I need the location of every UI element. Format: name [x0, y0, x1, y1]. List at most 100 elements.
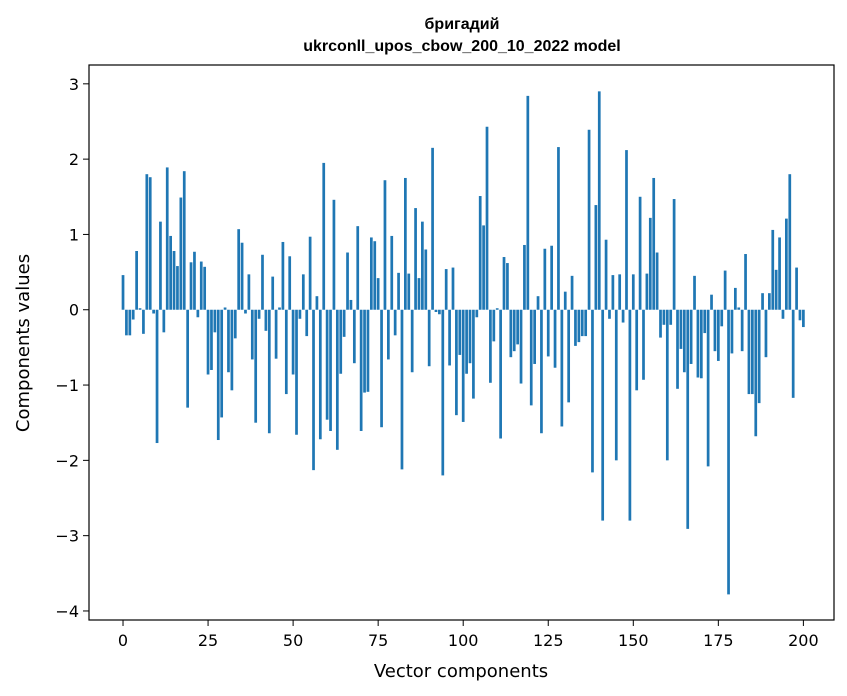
bar-component-102 [468, 309, 472, 364]
x-tick-label: 125 [533, 631, 564, 650]
bar-component-161 [669, 309, 673, 325]
bar-component-168 [693, 275, 696, 310]
bar-component-158 [659, 309, 662, 338]
bar-component-171 [703, 309, 707, 334]
bar-component-115 [512, 309, 516, 352]
bar-component-98 [455, 309, 458, 416]
bar-component-105 [478, 196, 482, 310]
bar-component-148 [625, 150, 628, 310]
bar-component-39 [254, 309, 258, 423]
bar-component-143 [608, 309, 611, 319]
bar-component-57 [315, 296, 319, 310]
x-tick-label: 0 [118, 631, 128, 650]
y-tick-label: 1 [69, 225, 79, 244]
bar-component-25 [206, 309, 210, 375]
bar-component-162 [672, 199, 676, 310]
bar-component-69 [356, 226, 360, 310]
bar-component-141 [601, 309, 605, 521]
bar-component-160 [665, 309, 669, 461]
bar-component-62 [332, 199, 336, 310]
chart-title-line2: ukrconll_upos_cbow_200_10_2022 model [303, 38, 620, 55]
bar-component-173 [710, 294, 713, 310]
bar-component-65 [342, 309, 346, 337]
bar-component-166 [686, 309, 690, 529]
bar-component-90 [427, 309, 431, 367]
bar-component-100 [461, 309, 465, 422]
bar-component-135 [580, 309, 584, 337]
bar-component-198 [795, 267, 798, 310]
bar-component-88 [421, 221, 424, 310]
bar-component-200 [802, 309, 805, 328]
bar-component-46 [278, 307, 281, 310]
bar-component-30 [223, 307, 227, 310]
bar-component-122 [536, 296, 540, 310]
bar-component-17 [179, 197, 183, 310]
bar-component-44 [271, 276, 275, 310]
bar-component-89 [424, 249, 428, 310]
bar-component-199 [798, 309, 802, 321]
bar-component-191 [771, 229, 775, 310]
bar-component-178 [727, 309, 730, 595]
x-axis-label: Vector components [374, 661, 548, 682]
bar-component-85 [410, 309, 414, 373]
bar-component-12 [162, 309, 166, 333]
bar-component-86 [414, 208, 417, 310]
bar-component-181 [737, 307, 741, 310]
bar-component-77 [383, 180, 387, 310]
bar-component-45 [274, 309, 278, 359]
y-tick-label: −3 [55, 527, 79, 546]
bar-component-9 [152, 309, 155, 314]
bar-component-20 [189, 262, 193, 310]
bar-component-43 [267, 309, 271, 434]
bar-component-172 [706, 309, 710, 467]
bar-component-7 [145, 174, 149, 310]
bar-component-8 [148, 177, 152, 310]
bar-component-11 [159, 221, 162, 310]
y-tick-label: 0 [69, 301, 79, 320]
bar-component-177 [723, 270, 727, 310]
bar-component-131 [567, 309, 571, 403]
bar-component-32 [230, 309, 234, 391]
bar-component-64 [339, 309, 343, 374]
bar-component-146 [618, 274, 622, 310]
x-tick-label: 75 [368, 631, 388, 650]
bar-component-149 [628, 309, 632, 521]
bar-component-183 [744, 254, 747, 310]
bar-component-120 [529, 309, 533, 406]
bar-component-18 [182, 171, 186, 310]
bar-component-21 [193, 251, 196, 310]
bar-component-10 [155, 309, 159, 444]
x-tick-label: 25 [198, 631, 218, 650]
bar-component-92 [434, 309, 438, 312]
bar-component-190 [768, 293, 771, 310]
bar-component-196 [788, 174, 792, 310]
bar-component-15 [172, 251, 176, 310]
bar-component-186 [754, 309, 758, 437]
bar-component-169 [696, 309, 700, 378]
bar-component-184 [747, 309, 751, 395]
bar-component-136 [584, 309, 588, 337]
bar-component-123 [540, 309, 543, 434]
bar-component-176 [720, 309, 724, 327]
bar-component-153 [642, 309, 645, 380]
bar-component-113 [506, 263, 509, 310]
bar-component-118 [523, 244, 526, 310]
bar-component-76 [380, 309, 383, 428]
bar-component-27 [213, 309, 217, 333]
bar-component-194 [781, 309, 785, 319]
bar-component-3 [131, 309, 135, 320]
bar-component-37 [247, 274, 251, 310]
bar-component-73 [369, 237, 373, 310]
x-tick-label: 50 [283, 631, 303, 650]
bar-component-19 [186, 309, 190, 408]
bar-component-104 [475, 309, 479, 318]
bar-component-55 [308, 236, 312, 310]
bar-component-108 [489, 309, 492, 383]
bar-component-111 [499, 309, 502, 439]
bar-component-84 [407, 273, 411, 310]
bar-component-116 [516, 309, 519, 345]
x-tick-label: 100 [448, 631, 479, 650]
bar-component-106 [482, 225, 485, 310]
bar-component-179 [730, 309, 734, 354]
